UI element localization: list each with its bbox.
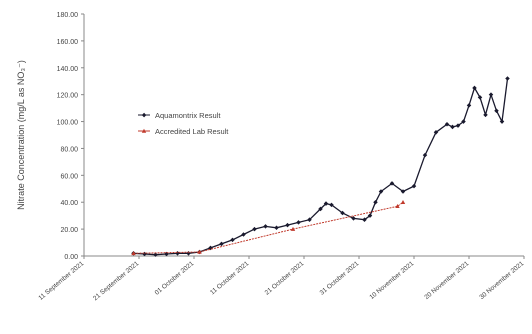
data-point bbox=[411, 183, 417, 189]
data-point bbox=[219, 241, 224, 247]
data-point bbox=[494, 108, 499, 114]
data-point bbox=[488, 92, 494, 97]
x-tick-label: 21 September 2021 bbox=[92, 260, 141, 302]
data-point bbox=[422, 152, 428, 158]
y-tick-label: 160.00 bbox=[57, 39, 79, 46]
data-point bbox=[395, 204, 400, 209]
data-point bbox=[483, 112, 488, 118]
y-tick-label: 140.00 bbox=[57, 66, 79, 73]
data-point bbox=[175, 251, 180, 256]
legend-item: Aquamontrix Result bbox=[138, 111, 221, 120]
legend-label: Accredited Lab Result bbox=[155, 127, 229, 136]
data-point bbox=[252, 226, 257, 232]
series-line bbox=[133, 78, 509, 256]
legend: Aquamontrix Result Accredited Lab Result bbox=[138, 111, 229, 136]
data-point bbox=[274, 225, 279, 231]
y-ticks: 0.00 20.00 40.00 60.00 80.00 100.00 120.00 140.… bbox=[57, 12, 84, 261]
data-point bbox=[466, 103, 472, 108]
data-point bbox=[351, 216, 356, 221]
data-point bbox=[362, 217, 367, 222]
y-tick-label: 180.00 bbox=[57, 12, 79, 19]
x-ticks: 11 September 2021 21 September 2021 01 Oct… bbox=[37, 256, 526, 302]
legend-label: Aquamontrix Result bbox=[155, 111, 221, 120]
data-point bbox=[400, 200, 406, 205]
legend-item: Accredited Lab Result bbox=[138, 127, 229, 136]
y-tick-label: 80.00 bbox=[60, 146, 78, 153]
axes bbox=[83, 14, 524, 257]
y-tick-label: 20.00 bbox=[60, 227, 78, 234]
x-tick-label: 30 November 2021 bbox=[478, 260, 525, 301]
x-tick-label: 31 October 2021 bbox=[319, 260, 361, 297]
data-point bbox=[505, 76, 510, 81]
y-tick-label: 60.00 bbox=[60, 173, 78, 180]
data-point bbox=[378, 189, 384, 194]
data-point bbox=[307, 217, 312, 222]
data-point bbox=[241, 232, 246, 237]
data-point bbox=[285, 222, 290, 228]
y-tick-label: 100.00 bbox=[57, 120, 79, 127]
legend-marker bbox=[141, 128, 147, 133]
plot-area bbox=[131, 76, 510, 257]
data-point bbox=[131, 251, 136, 256]
data-point bbox=[197, 249, 202, 254]
data-point bbox=[499, 119, 505, 124]
data-point bbox=[296, 220, 301, 225]
data-point bbox=[450, 124, 455, 130]
y-tick-label: 120.00 bbox=[57, 93, 79, 100]
y-tick-label: 0.00 bbox=[64, 254, 78, 261]
x-tick-label: 11 October 2021 bbox=[209, 260, 251, 296]
data-point bbox=[290, 226, 296, 231]
data-point bbox=[263, 224, 268, 229]
series-line bbox=[133, 201, 404, 254]
data-point bbox=[230, 237, 235, 243]
data-point bbox=[400, 189, 406, 194]
y-tick-label: 40.00 bbox=[60, 200, 78, 207]
data-point bbox=[373, 199, 378, 205]
data-point bbox=[389, 181, 395, 186]
x-tick-label: 01 October 2021 bbox=[154, 260, 196, 297]
series-1 bbox=[131, 200, 406, 256]
data-point bbox=[318, 206, 323, 212]
x-tick-label: 11 September 2021 bbox=[37, 260, 85, 302]
x-tick-label: 20 November 2021 bbox=[423, 260, 470, 301]
legend-marker bbox=[141, 112, 147, 118]
x-tick-label: 10 November 2021 bbox=[368, 260, 415, 301]
x-tick-label: 21 October 2021 bbox=[264, 260, 306, 297]
series-0 bbox=[131, 76, 510, 257]
y-axis-label: Nitrate Concentration (mg/L as NO₃⁻) bbox=[16, 60, 26, 210]
